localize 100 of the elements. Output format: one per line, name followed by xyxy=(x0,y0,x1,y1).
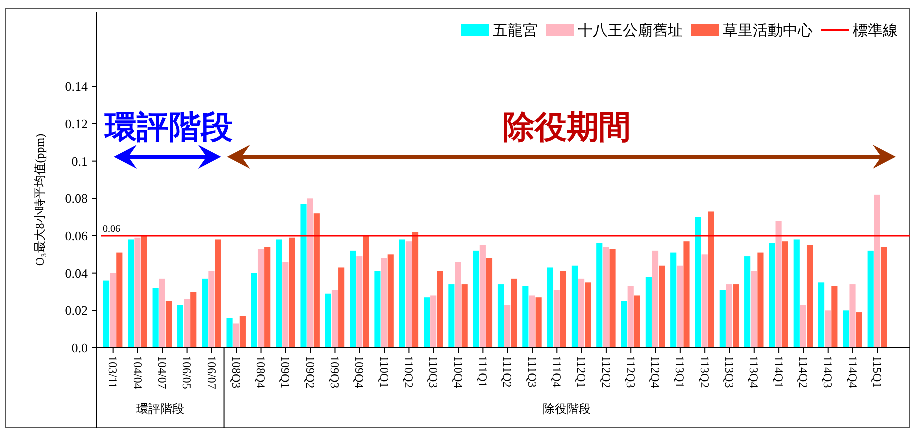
bar xyxy=(825,310,832,348)
bar xyxy=(868,250,874,348)
annotation: 0.06 xyxy=(103,224,120,235)
bar xyxy=(708,212,714,348)
bar xyxy=(511,278,518,348)
x-tick-label: 106/07 xyxy=(204,356,219,390)
bar xyxy=(300,204,307,348)
bar xyxy=(332,290,338,348)
bar xyxy=(670,252,677,348)
bar xyxy=(240,316,246,348)
y-tick-label: 0.14 xyxy=(65,79,88,94)
x-tick-label: 113Q1 xyxy=(673,356,688,388)
bar xyxy=(448,284,455,348)
bar xyxy=(529,296,536,348)
bar xyxy=(554,290,560,348)
legend-label: 五龍宮 xyxy=(493,22,538,40)
bar xyxy=(374,271,381,348)
x-tick-label: 108Q4 xyxy=(254,356,268,389)
bar xyxy=(276,240,282,348)
x-tick-label: 109Q4 xyxy=(352,356,367,389)
bar xyxy=(856,312,862,348)
bar xyxy=(363,236,370,348)
bar xyxy=(233,324,240,348)
bar xyxy=(486,258,493,348)
bar xyxy=(338,268,345,348)
bar xyxy=(226,318,233,348)
x-tick-label: 112Q1 xyxy=(574,356,589,388)
bar xyxy=(381,258,388,348)
x-tick-label: 114Q3 xyxy=(821,356,836,388)
bar xyxy=(726,284,733,348)
bar xyxy=(776,221,782,348)
x-tick-label: 110Q3 xyxy=(426,356,441,388)
x-tick-label: 112Q2 xyxy=(599,356,614,388)
bar xyxy=(215,240,222,348)
bar xyxy=(585,282,592,348)
x-tick-label: 112Q4 xyxy=(648,356,663,388)
annotation: 除役期間 xyxy=(503,108,632,146)
bar xyxy=(659,266,666,348)
bar xyxy=(134,238,141,348)
x-tick-label: 109Q1 xyxy=(278,356,293,389)
bar xyxy=(462,284,468,348)
bar xyxy=(498,284,504,348)
x-tick-label: 114Q1 xyxy=(772,356,786,388)
annotation: 環評階段 xyxy=(104,108,234,146)
bar xyxy=(208,271,215,348)
bar xyxy=(695,217,702,348)
bar xyxy=(251,273,258,348)
bar xyxy=(634,296,640,348)
bar xyxy=(110,273,116,348)
bar xyxy=(769,243,776,348)
bar xyxy=(412,232,419,348)
y-tick-label: 0.0 xyxy=(72,340,88,356)
x-tick-label: 111Q1 xyxy=(476,356,490,388)
x-tick-label: 109Q2 xyxy=(303,356,318,389)
bar xyxy=(289,238,296,348)
bar xyxy=(177,305,184,348)
bar xyxy=(720,290,726,348)
bar xyxy=(652,250,659,348)
y-tick-label: 0.1 xyxy=(72,154,88,169)
x-tick-label: 113Q3 xyxy=(722,356,737,388)
bar xyxy=(184,299,190,348)
y-tick-label: 0.04 xyxy=(65,266,88,281)
bar xyxy=(733,284,740,348)
bar xyxy=(314,214,320,348)
x-tick-label: 106/05 xyxy=(180,356,194,390)
bar xyxy=(307,198,314,348)
bar xyxy=(782,242,788,348)
bar xyxy=(874,194,880,348)
bar xyxy=(522,286,529,348)
bar xyxy=(628,286,634,348)
y-axis-title: O₃最大8小時平均值(ppm) xyxy=(33,134,47,266)
x-tick-label: 112Q3 xyxy=(624,356,638,388)
y-tick-label: 0.02 xyxy=(65,303,88,318)
bar xyxy=(504,305,511,348)
bar xyxy=(794,240,800,348)
bar xyxy=(560,271,567,348)
y-tick-label: 0.08 xyxy=(65,191,88,206)
bar xyxy=(264,247,271,348)
bar xyxy=(159,278,166,348)
bar xyxy=(578,278,585,348)
bar xyxy=(103,280,110,348)
bar xyxy=(547,268,554,348)
bar xyxy=(800,305,806,348)
x-tick-label: 114Q4 xyxy=(846,356,860,388)
legend-label: 十八王公廟舊址 xyxy=(578,22,683,40)
bar xyxy=(455,262,462,348)
bar xyxy=(832,286,838,348)
bar xyxy=(406,242,412,348)
y-tick-label: 0.12 xyxy=(65,116,88,132)
bar xyxy=(430,296,437,348)
bar xyxy=(536,298,542,348)
x-tick-label: 109Q3 xyxy=(328,356,342,389)
bar xyxy=(424,298,430,348)
bar xyxy=(399,240,406,348)
x-tick-label: 111Q3 xyxy=(525,356,540,388)
bar xyxy=(744,256,751,348)
bar xyxy=(282,262,289,348)
bar xyxy=(152,288,159,348)
bar xyxy=(850,284,856,348)
bar xyxy=(880,247,888,348)
